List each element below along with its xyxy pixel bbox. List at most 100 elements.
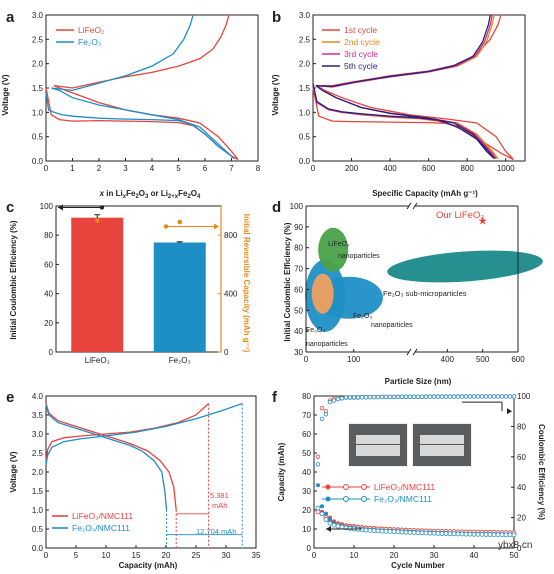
right-tick-label: 400 bbox=[224, 290, 238, 299]
x-tick-label: 200 bbox=[345, 164, 359, 173]
panel-label-a: a bbox=[6, 9, 15, 26]
y-tick-label: 2.0 bbox=[32, 468, 44, 477]
d-annot-fe2o3-2: nanoparticles bbox=[371, 322, 413, 329]
d-annot-lifeo2-2: nanoparticles bbox=[338, 253, 380, 260]
Fe₂O₃/NMC111-ce-point bbox=[319, 416, 325, 421]
Fe₂O₃/NMC111-ce-point bbox=[499, 394, 505, 399]
x-tick-label: 6 bbox=[203, 164, 208, 173]
Fe₂O₃/NMC111-ce-point bbox=[359, 395, 365, 400]
y-tick-label: 10 bbox=[302, 525, 311, 534]
Fe₂O₃/NMC111-discharge-point bbox=[399, 529, 405, 535]
x-tick-label: 20 bbox=[162, 551, 171, 560]
legend-entry: 2nd cycle bbox=[344, 37, 380, 47]
right-tick-label: 20 bbox=[517, 514, 526, 523]
legend-marker bbox=[361, 484, 367, 490]
e-annot-1-line2: mAh bbox=[212, 501, 227, 510]
Fe₂O₃/NMC111-ce-point bbox=[463, 394, 469, 399]
y-tick-label: 3.0 bbox=[32, 430, 44, 439]
chart-e: 0 5 10 15 20 25 30 35 0.0 0.5 1.0 1.5 2.0 2.5 3.0 3.5 4.… bbox=[32, 392, 261, 560]
Fe₂O₃/NMC111-ce-point bbox=[331, 398, 337, 403]
axis-break-mark bbox=[412, 348, 418, 356]
y-tick-label: 0.0 bbox=[299, 157, 311, 166]
5th cycle-line-2 bbox=[315, 14, 491, 88]
f-ylabel-right: Coulombic Efficiency (%) bbox=[537, 424, 546, 520]
Fe₂O₃/NMC111-discharge-point bbox=[471, 531, 477, 537]
Fe₂O₃/NMC111-ce-point bbox=[447, 394, 453, 399]
a-xlabel-part-9: Fe bbox=[178, 189, 188, 198]
x-tick-label: 2 bbox=[97, 164, 102, 173]
LiFeO₂/NMC111-line-1 bbox=[45, 403, 177, 511]
Fe₂O₃/NMC111-ce-point bbox=[339, 396, 345, 401]
LiFeO₂-line-1 bbox=[53, 85, 239, 160]
x-tick-label: 4 bbox=[150, 164, 155, 173]
Fe₂O₃/NMC111-discharge-point bbox=[403, 529, 409, 535]
cell-photo-2 bbox=[412, 423, 472, 467]
x-tick-label: 1 bbox=[70, 164, 75, 173]
Fe₂O₃/NMC111-ce-point bbox=[471, 394, 477, 399]
y-tick-label: 80 bbox=[294, 244, 303, 253]
Fe₂O₃/NMC111-ce-point bbox=[419, 394, 425, 399]
a-xlabel-part-4: 2 bbox=[135, 194, 139, 200]
x-tick-label: 8 bbox=[256, 164, 261, 173]
Fe₂O₃/NMC111-discharge-point bbox=[463, 531, 469, 537]
y-tick-label: 40 bbox=[44, 290, 53, 299]
chart-c: 0 20 40 60 80 100 0 400 800 LiFeO₂ Fe₂O₃ bbox=[40, 202, 238, 365]
x-tick-label: 100 bbox=[347, 355, 361, 364]
x-tick-label: 30 bbox=[222, 551, 231, 560]
y-tick-label: 90 bbox=[294, 223, 303, 232]
Fe₂O₃/NMC111-discharge-point bbox=[359, 527, 365, 533]
y-tick-label: 70 bbox=[294, 265, 303, 274]
y-tick-label: 80 bbox=[44, 231, 53, 240]
Fe₂O₃/NMC111-discharge-point bbox=[331, 522, 337, 528]
Fe₂O₃/NMC111-ce-point bbox=[459, 394, 465, 399]
axis-break-mark bbox=[406, 348, 412, 356]
Fe₂O₃/NMC111-line-0 bbox=[45, 402, 243, 465]
LiFeO₂/NMC111-line-0 bbox=[45, 403, 210, 461]
Fe₂O₃/NMC111-ce-point bbox=[383, 394, 389, 400]
axis-break-mark bbox=[412, 202, 418, 210]
Fe₂O₃/NMC111-ce-point bbox=[335, 396, 341, 402]
Fe₂O₃/NMC111-ce-point bbox=[315, 462, 321, 467]
Fe₂O₃/NMC111-ce-point bbox=[407, 394, 413, 399]
b-ylabel: Voltage (V) bbox=[271, 74, 280, 116]
a-xlabel-part-6: 3 bbox=[145, 194, 149, 200]
Fe₂O₃/NMC111-discharge-point bbox=[439, 531, 445, 536]
d-annot-lifeo2-1: LiFeO₂ bbox=[328, 241, 350, 248]
right-tick-label: 0 bbox=[517, 544, 522, 553]
Fe₂O₃/NMC111-ce-point bbox=[479, 394, 485, 399]
panel-label-f: f bbox=[272, 389, 278, 406]
category-label: Fe₂O₃ bbox=[169, 356, 191, 365]
Fe₂O₃/NMC111-ce-point bbox=[507, 394, 513, 399]
Fe₂O₃/NMC111-charge-point bbox=[320, 504, 324, 509]
x-tick-label: 3 bbox=[123, 164, 128, 173]
legend-entry: 3rd cycle bbox=[344, 49, 378, 59]
fe3o4-core-region bbox=[311, 273, 334, 314]
Fe₂O₃/NMC111-ce-point bbox=[503, 394, 509, 399]
x-tick-label: 25 bbox=[192, 551, 201, 560]
e-xlabel: Capacity (mAh) bbox=[119, 561, 178, 570]
2nd cycle-line-0 bbox=[312, 87, 499, 160]
bar-1 bbox=[153, 242, 206, 352]
right-tick-label: 40 bbox=[517, 483, 526, 492]
legend-entry: 5th cycle bbox=[344, 61, 378, 71]
legend-entry: LiFeO₂/NMC111 bbox=[72, 511, 133, 521]
a-xlabel: x in LixFe2O3 or Li2+xFe2O4 bbox=[99, 189, 201, 200]
d-annot-our: Our LiFeO₂ bbox=[436, 210, 484, 221]
Fe₂O₃/NMC111-discharge-point bbox=[327, 520, 333, 526]
Fe₂O₃/NMC111-discharge-point bbox=[435, 530, 441, 536]
Fe₂O₃/NMC111-charge-point bbox=[328, 517, 332, 522]
y-tick-label: 0.5 bbox=[299, 133, 311, 142]
Fe₂O₃/NMC111-discharge-point bbox=[379, 528, 385, 534]
x-tick-label: 0 bbox=[44, 164, 49, 173]
y-tick-label: 2.5 bbox=[32, 35, 44, 44]
lifeo2-np-region bbox=[318, 227, 349, 272]
a-xlabel-part-10: 2 bbox=[187, 194, 191, 200]
x-tick-label: 50 bbox=[510, 551, 519, 560]
capacity-point bbox=[177, 219, 183, 225]
a-xlabel-part-2: x bbox=[122, 194, 127, 200]
cell-photo-1 bbox=[348, 423, 408, 467]
Fe₂O₃/NMC111-discharge-point bbox=[455, 531, 461, 537]
Fe₂O₃/NMC111-ce-point bbox=[491, 394, 497, 399]
y-tick-label: 70 bbox=[302, 411, 311, 420]
Fe₂O₃/NMC111-ce-point bbox=[451, 394, 457, 399]
